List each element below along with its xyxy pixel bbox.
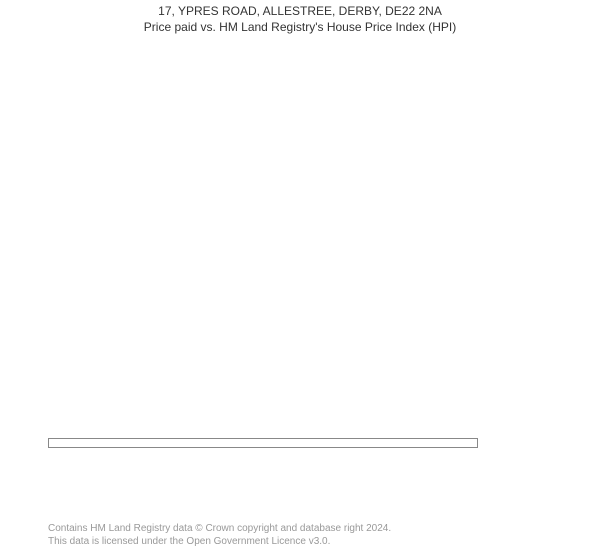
title-subtitle: Price paid vs. HM Land Registry's House … xyxy=(0,20,600,36)
title-block: 17, YPRES ROAD, ALLESTREE, DERBY, DE22 2… xyxy=(0,0,600,35)
chart-area xyxy=(48,44,588,394)
chart-svg xyxy=(48,44,348,194)
footer-line1: Contains HM Land Registry data © Crown c… xyxy=(48,522,391,535)
legend-box xyxy=(48,438,478,448)
chart-container: 17, YPRES ROAD, ALLESTREE, DERBY, DE22 2… xyxy=(0,0,600,560)
footer: Contains HM Land Registry data © Crown c… xyxy=(48,522,391,548)
footer-line2: This data is licensed under the Open Gov… xyxy=(48,535,391,548)
title-address: 17, YPRES ROAD, ALLESTREE, DERBY, DE22 2… xyxy=(0,4,600,20)
